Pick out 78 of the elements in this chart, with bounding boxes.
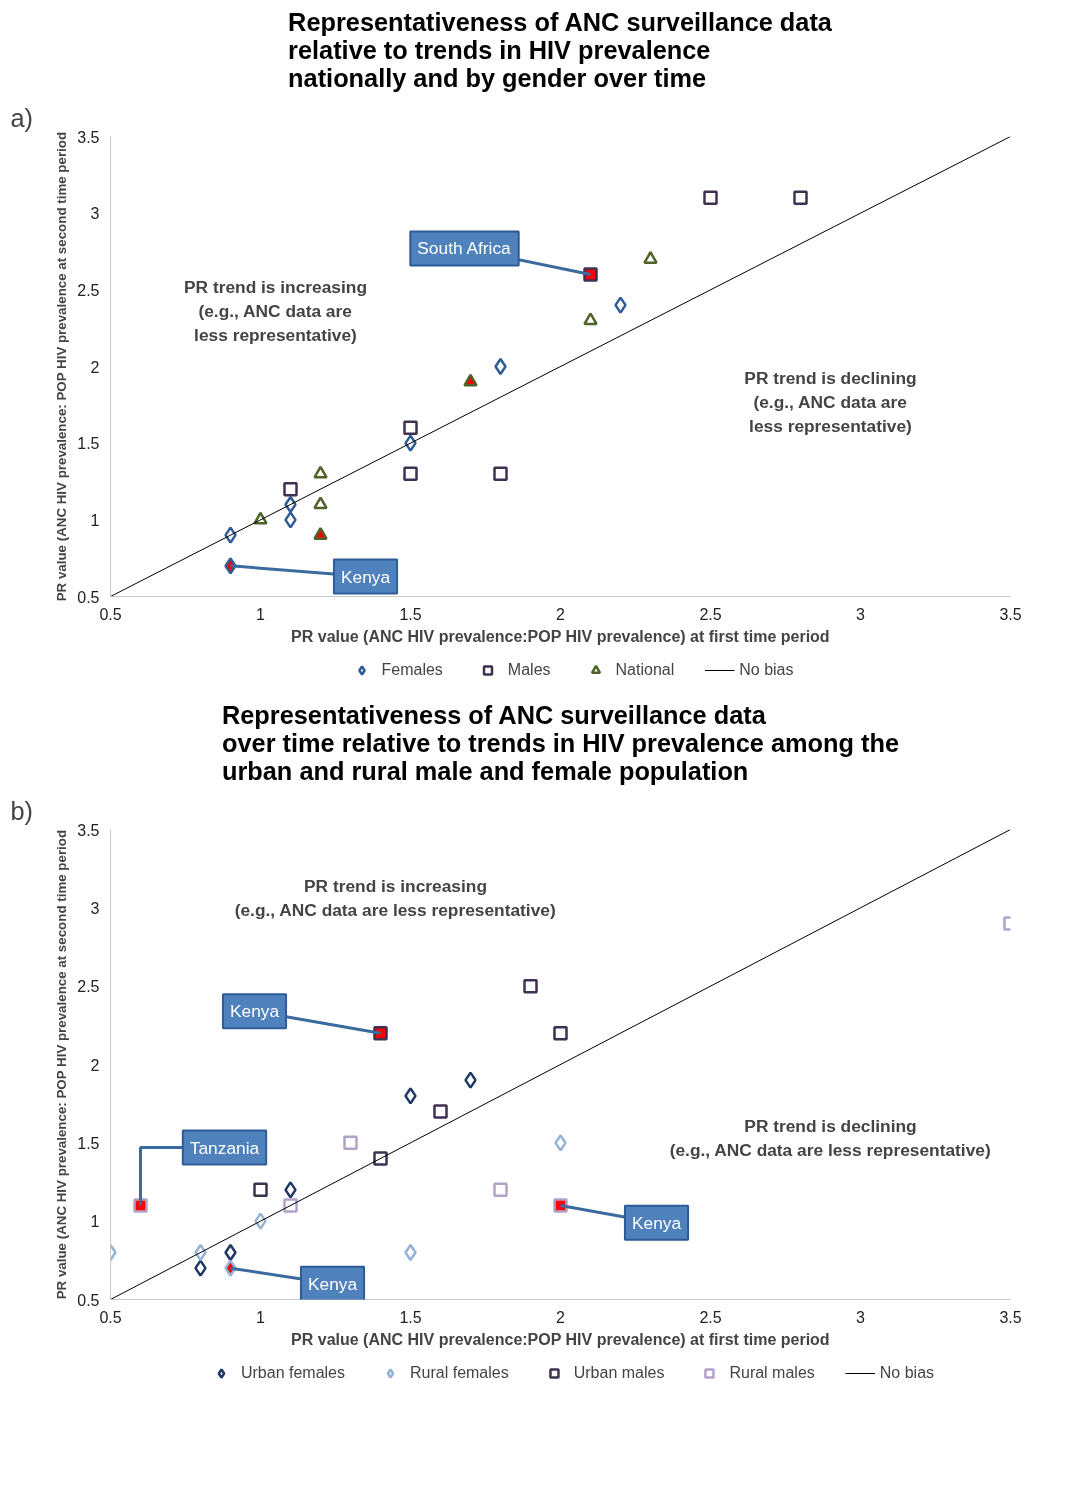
y-tick-label: 3.5 <box>77 128 100 146</box>
point <box>403 466 418 482</box>
point <box>793 190 808 206</box>
legend-label: Rural males <box>729 1364 815 1382</box>
point <box>343 1135 358 1151</box>
y-axis-title: PR value (ANC HIV prevalence: POP HIV prevalence at second time period <box>54 829 70 1300</box>
point <box>493 466 508 482</box>
y-tick-label: 3.5 <box>77 821 100 839</box>
point <box>404 1087 417 1105</box>
x-tick-label: 3 <box>856 605 866 623</box>
y-tick-label: 2 <box>90 358 100 376</box>
x-axis-title: PR value (ANC HIV prevalence:POP HIV prevalence) at first time period <box>291 627 830 645</box>
point <box>493 1182 508 1198</box>
point <box>253 1182 268 1198</box>
y-tick-label: 3 <box>90 205 100 223</box>
legend-label: Females <box>381 661 443 679</box>
y-tick-label: 1 <box>90 511 100 529</box>
x-tick-label: 2 <box>556 605 566 623</box>
point <box>284 1181 297 1199</box>
text: a) <box>10 103 34 132</box>
point <box>284 511 297 529</box>
point <box>614 296 627 314</box>
annotation: PR trend is declining (e.g., ANC data are less representative) <box>744 367 917 436</box>
x-axis-title: PR value (ANC HIV prevalence:POP HIV prevalence) at first time period <box>291 1330 830 1348</box>
point <box>554 1134 567 1152</box>
x-tick-label: 3.5 <box>999 605 1022 623</box>
annotation: Kenya <box>631 1212 682 1233</box>
x-tick-label: 3 <box>856 1308 866 1326</box>
y-tick-label: 1.5 <box>77 1134 100 1152</box>
annotation: Tanzania <box>189 1137 260 1158</box>
point <box>313 526 328 540</box>
legend-label: Rural females <box>410 1364 509 1382</box>
point <box>283 481 298 497</box>
point <box>463 373 478 387</box>
point <box>583 312 598 326</box>
y-tick-label: 1 <box>90 1213 100 1231</box>
x-tick-label: 1.5 <box>399 605 422 623</box>
y-tick-label: 0.5 <box>77 588 100 606</box>
point <box>194 1259 207 1277</box>
y-tick-label: 2.5 <box>77 281 100 299</box>
chart-title: Representativeness of ANC surveillance data over time relative to trends in HIV prevalence among the urban and rural male and female population <box>221 700 900 785</box>
annotation: PR trend is increasing (e.g., ANC data are less representative) <box>184 277 367 346</box>
chart-title: Representativeness of ANC surveillance data relative to trends in HIV prevalence nationally and by gender over time <box>288 7 833 92</box>
point <box>643 250 658 264</box>
point <box>523 978 538 994</box>
legend-label: Urban males <box>573 1364 665 1382</box>
annotation: Kenya <box>307 1273 358 1294</box>
x-tick-label: 2.5 <box>699 605 722 623</box>
x-tick-label: 2 <box>556 1308 566 1326</box>
annotation: South Africa <box>417 238 512 259</box>
x-tick-label: 3.5 <box>999 1308 1022 1326</box>
annotation: Kenya <box>340 566 391 587</box>
y-tick-label: 2.5 <box>77 978 100 996</box>
legend-label: Males <box>507 661 551 679</box>
point <box>403 420 418 436</box>
legend-label: National <box>615 661 675 679</box>
point <box>313 465 328 479</box>
x-tick-label: 1.5 <box>399 1308 422 1326</box>
y-axis-title: PR value (ANC HIV prevalence: POP HIV prevalence at second time period <box>54 131 70 602</box>
point <box>703 190 718 206</box>
text: b) <box>10 796 34 825</box>
y-tick-label: 3 <box>90 899 100 917</box>
annotation: Kenya <box>229 1001 280 1022</box>
y-tick-label: 1.5 <box>77 435 100 453</box>
x-tick-label: 1 <box>256 605 266 623</box>
point <box>553 1025 568 1041</box>
point <box>433 1104 448 1119</box>
annotation: PR trend is declining (e.g., ANC data are less representative) <box>669 1116 991 1161</box>
x-tick-label: 1 <box>256 1308 266 1326</box>
legend-label: Urban females <box>240 1364 346 1382</box>
x-tick-label: 2.5 <box>699 1308 722 1326</box>
point <box>313 496 328 510</box>
point <box>464 1071 477 1089</box>
legend-label: No bias <box>879 1364 935 1382</box>
y-tick-label: 2 <box>90 1056 100 1074</box>
y-tick-label: 0.5 <box>77 1291 100 1309</box>
annotation: PR trend is increasing (e.g., ANC data are less representative) <box>234 876 556 921</box>
legend-label: No bias <box>739 661 794 679</box>
